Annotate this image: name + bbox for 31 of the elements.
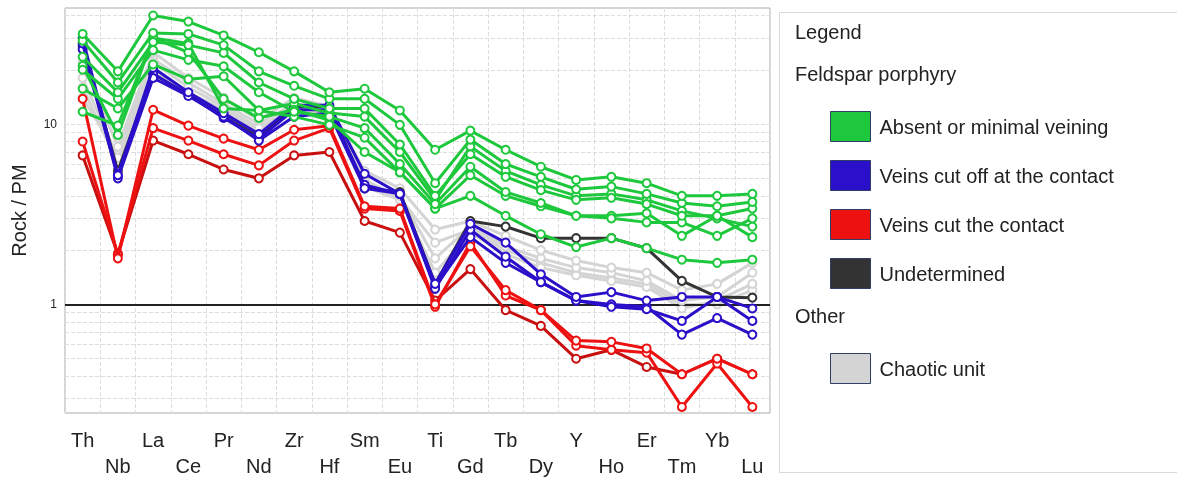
legend-label: Veins cut off at the contact xyxy=(879,164,1115,187)
x-tick-label: Dy xyxy=(528,455,554,477)
x-tick-label: Tm xyxy=(667,455,697,477)
x-tick-label: Th xyxy=(70,429,95,451)
x-tick-label: Pr xyxy=(213,429,234,451)
text: Other xyxy=(795,305,846,327)
y-tick-label: 10 xyxy=(43,117,58,132)
x-tick-label: Ti xyxy=(427,429,444,451)
text: Feldspar porphyry xyxy=(795,63,957,85)
x-tick-label: Tb xyxy=(493,429,518,451)
x-tick-label: Ce xyxy=(175,455,202,477)
x-tick-label: Gd xyxy=(457,455,484,477)
legend-label: Undetermined xyxy=(879,262,1006,285)
y-axis-title: Rock / PM xyxy=(8,164,30,257)
x-tick-label: Er xyxy=(636,429,657,451)
x-tick-label: Nb xyxy=(105,455,131,477)
legend-label: Absent or minimal veining xyxy=(879,115,1109,138)
legend-title: Legend xyxy=(795,21,862,43)
x-tick-label: Sm xyxy=(349,429,380,451)
x-tick-label: Ho xyxy=(598,455,625,477)
x-tick-label: La xyxy=(142,429,166,451)
x-tick-label: Lu xyxy=(741,455,764,477)
y-tick-label: 1 xyxy=(50,297,58,312)
x-tick-label: Zr xyxy=(284,429,304,451)
legend-label: Veins cut the contact xyxy=(879,213,1065,236)
x-tick-label: Yb xyxy=(704,429,730,451)
x-tick-label: Hf xyxy=(319,455,340,477)
legend-label: Chaotic unit xyxy=(879,357,986,380)
x-tick-label: Nd xyxy=(246,455,272,477)
x-tick-label: Eu xyxy=(387,455,413,477)
x-tick-label: Y xyxy=(569,429,583,451)
